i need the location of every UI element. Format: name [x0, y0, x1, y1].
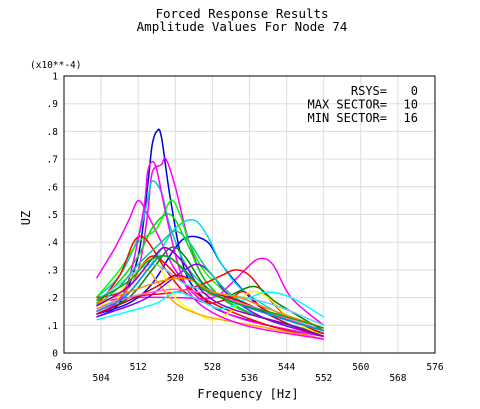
sector-info-box: RSYS= 0 MAX SECTOR= 10 MIN SECTOR= 16 — [308, 84, 418, 125]
y-tick-label: .2 — [47, 293, 58, 304]
y-tick-label: .1 — [47, 321, 59, 332]
grid-lines — [64, 76, 435, 353]
y-tick-label: 1 — [52, 72, 58, 83]
chart-title: Forced Response Results — [155, 6, 328, 21]
info-label: MIN SECTOR= — [308, 111, 387, 125]
x-axis-ticks-lower: 504 520 536 552 568 — [93, 373, 407, 384]
x-tick-label: 568 — [389, 373, 406, 384]
x-tick-label: 560 — [352, 362, 369, 373]
x-tick-label: 504 — [93, 373, 110, 384]
series-line-22 — [96, 288, 324, 332]
series-line-16 — [96, 263, 324, 338]
x-tick-label: 512 — [130, 362, 147, 373]
x-tick-label: 536 — [241, 373, 258, 384]
plot-frame — [63, 75, 436, 354]
x-tick-label: 520 — [167, 373, 184, 384]
y-tick-label: .7 — [47, 155, 58, 166]
info-label: RSYS= — [351, 84, 387, 98]
info-value: 16 — [404, 111, 418, 125]
x-axis-label: Frequency [Hz] — [197, 387, 298, 401]
y-tick-label: 0 — [52, 349, 58, 360]
chart-subtitle: Amplitude Values For Node 74 — [137, 19, 348, 34]
series-line-9 — [95, 213, 324, 335]
x-tick-label: 552 — [315, 373, 332, 384]
x-tick-label: 576 — [426, 362, 443, 373]
x-axis-ticks-upper: 496 512 528 544 560 576 — [55, 362, 443, 373]
series-line-20 — [96, 291, 325, 321]
series-line-26 — [96, 255, 324, 329]
y-tick-label: .4 — [47, 238, 59, 249]
y-multiplier-label: (x10**-4) — [30, 60, 81, 71]
x-tick-label: 544 — [278, 362, 295, 373]
series-line-18 — [96, 263, 324, 326]
y-axis-label: UZ — [19, 211, 33, 225]
series-line-25 — [96, 246, 324, 338]
y-tick-label: .5 — [47, 210, 58, 221]
x-tick-label: 528 — [204, 362, 221, 373]
y-axis-ticks: 0 .1 .2 .3 .4 .5 .6 .7 .8 .9 1 — [47, 72, 59, 360]
info-value: 10 — [404, 98, 418, 112]
y-tick-label: .3 — [47, 265, 58, 276]
y-tick-label: .8 — [47, 127, 59, 138]
info-value: 0 — [411, 84, 418, 98]
y-tick-label: .9 — [47, 99, 59, 110]
y-tick-label: .6 — [47, 182, 59, 193]
series-line-10 — [95, 235, 324, 335]
series-line-17 — [96, 160, 324, 340]
x-tick-label: 496 — [55, 362, 72, 373]
series-layer — [95, 128, 325, 340]
info-label: MAX SECTOR= — [308, 98, 387, 112]
series-line-4 — [96, 257, 325, 326]
